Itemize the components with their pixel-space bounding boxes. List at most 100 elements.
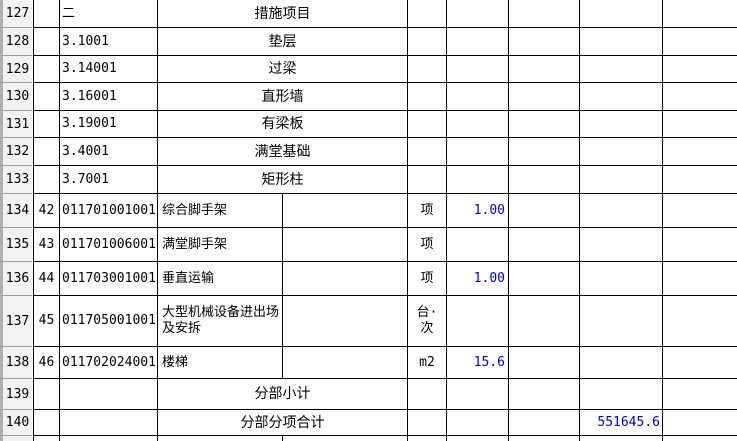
unit-cell[interactable] (408, 111, 447, 138)
quantity-cell[interactable] (447, 138, 509, 166)
empty-cell[interactable] (580, 262, 663, 296)
empty-cell[interactable] (509, 194, 580, 228)
code-cell[interactable]: 011705001001 (60, 296, 158, 347)
empty-cell[interactable] (580, 0, 663, 28)
quantity-cell[interactable] (447, 166, 509, 194)
code-cell[interactable]: 011702024001 (60, 347, 158, 379)
code-cell[interactable]: 3.4001 (60, 138, 158, 166)
row-number[interactable]: 137 (0, 296, 33, 347)
empty-cell[interactable] (580, 194, 663, 228)
empty-cell[interactable] (509, 228, 580, 262)
code-cell[interactable]: 3.14001 (60, 56, 158, 83)
seq-cell[interactable] (33, 83, 60, 111)
code-cell[interactable]: 011701001001 (60, 194, 158, 228)
item-name-cell[interactable]: 楼梯 (158, 347, 283, 379)
unit-cell[interactable]: 项 (408, 194, 447, 228)
empty-cell[interactable] (509, 0, 580, 28)
feature-cell[interactable] (283, 262, 408, 296)
empty-cell[interactable] (509, 138, 580, 166)
seq-cell[interactable] (33, 56, 60, 83)
seq-cell[interactable]: 45 (33, 296, 60, 347)
code-cell[interactable]: 011703001001 (60, 262, 158, 296)
row-number[interactable]: 140 (0, 410, 33, 436)
row-number[interactable]: 139 (0, 379, 33, 410)
empty-cell[interactable] (663, 262, 737, 296)
unit-cell[interactable]: 项 (408, 262, 447, 296)
empty-cell[interactable] (663, 83, 737, 111)
feature-cell[interactable] (283, 347, 408, 379)
empty-cell[interactable] (580, 228, 663, 262)
seq-cell[interactable]: 46 (33, 347, 60, 379)
empty-cell[interactable] (580, 111, 663, 138)
feature-cell[interactable] (283, 296, 408, 347)
quantity-cell[interactable] (447, 111, 509, 138)
seq-cell[interactable] (33, 166, 60, 194)
quantity-cell[interactable]: 1.00 (447, 262, 509, 296)
section-title-cell[interactable]: 直形墙 (158, 83, 408, 111)
empty-cell[interactable] (580, 83, 663, 111)
section-title-cell[interactable]: 矩形柱 (158, 166, 408, 194)
quantity-cell[interactable] (447, 228, 509, 262)
empty-cell[interactable] (663, 347, 737, 379)
quantity-cell[interactable] (447, 379, 509, 410)
row-number[interactable]: 133 (0, 166, 33, 194)
unit-cell[interactable]: m2 (408, 347, 447, 379)
code-cell[interactable]: 3.16001 (60, 83, 158, 111)
empty-cell[interactable] (580, 296, 663, 347)
seq-cell[interactable] (33, 138, 60, 166)
quantity-cell[interactable] (447, 56, 509, 83)
empty-cell[interactable] (509, 347, 580, 379)
empty-cell[interactable] (580, 166, 663, 194)
quantity-cell[interactable]: 1.00 (447, 194, 509, 228)
unit-cell[interactable] (408, 83, 447, 111)
row-number[interactable]: 135 (0, 228, 33, 262)
total-cell[interactable]: 551645.6 (580, 410, 663, 436)
empty-cell[interactable] (509, 379, 580, 410)
code-cell[interactable]: 3.19001 (60, 111, 158, 138)
row-number[interactable]: 132 (0, 138, 33, 166)
quantity-cell[interactable] (447, 0, 509, 28)
unit-cell[interactable] (408, 56, 447, 83)
unit-cell[interactable] (408, 410, 447, 436)
code-cell[interactable] (60, 379, 158, 410)
unit-cell[interactable]: 项 (408, 228, 447, 262)
empty-cell[interactable] (663, 228, 737, 262)
empty-cell[interactable] (663, 166, 737, 194)
row-number[interactable]: 127 (0, 0, 33, 28)
seq-cell[interactable] (33, 379, 60, 410)
subtotal-title-cell[interactable]: 分部小计 (158, 379, 408, 410)
empty-cell[interactable] (663, 0, 737, 28)
seq-cell[interactable] (33, 111, 60, 138)
quantity-cell[interactable] (447, 83, 509, 111)
unit-cell[interactable] (408, 379, 447, 410)
unit-cell[interactable] (408, 166, 447, 194)
total-cell[interactable] (580, 379, 663, 410)
empty-cell[interactable] (663, 56, 737, 83)
quantity-cell[interactable] (447, 296, 509, 347)
empty-cell[interactable] (509, 28, 580, 56)
seq-cell[interactable]: 42 (33, 194, 60, 228)
grand-total-title-cell[interactable]: 分部分项合计 (158, 410, 408, 436)
code-cell[interactable]: 011701006001 (60, 228, 158, 262)
item-name-cell[interactable]: 垂直运输 (158, 262, 283, 296)
row-number[interactable]: 138 (0, 347, 33, 379)
item-name-cell[interactable]: 综合脚手架 (158, 194, 283, 228)
code-cell[interactable]: 3.7001 (60, 166, 158, 194)
feature-cell[interactable] (283, 228, 408, 262)
empty-cell[interactable] (509, 410, 580, 436)
section-title-cell[interactable]: 满堂基础 (158, 138, 408, 166)
empty-cell[interactable] (663, 379, 737, 410)
seq-cell[interactable] (33, 0, 60, 28)
empty-cell[interactable] (663, 296, 737, 347)
code-cell[interactable]: 二 (60, 0, 158, 28)
empty-cell[interactable] (663, 194, 737, 228)
feature-cell[interactable] (283, 194, 408, 228)
empty-cell[interactable] (580, 138, 663, 166)
code-cell[interactable]: 3.1001 (60, 28, 158, 56)
empty-cell[interactable] (580, 347, 663, 379)
seq-cell[interactable]: 44 (33, 262, 60, 296)
section-title-cell[interactable]: 过梁 (158, 56, 408, 83)
empty-cell[interactable] (509, 56, 580, 83)
empty-cell[interactable] (663, 111, 737, 138)
seq-cell[interactable] (33, 410, 60, 436)
